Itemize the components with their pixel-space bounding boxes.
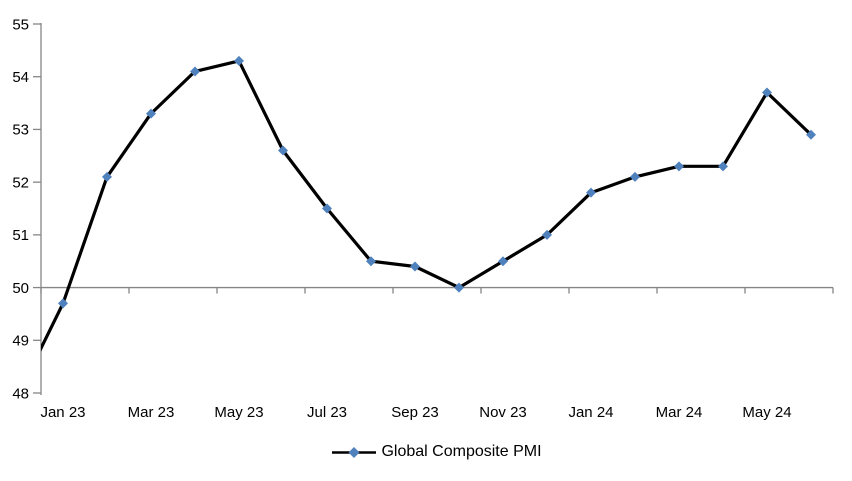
data-point-marker	[542, 229, 552, 240]
pmi-line	[41, 59, 813, 352]
data-point-marker	[454, 282, 464, 293]
series-global-composite-pmi	[41, 55, 816, 352]
data-point-marker	[190, 66, 200, 77]
y-tick-label: 54	[12, 69, 29, 86]
y-tick-label: 52	[12, 174, 29, 191]
legend-line-marker-sample	[332, 446, 377, 458]
y-tick-label: 48	[12, 385, 29, 402]
data-point-marker	[806, 129, 816, 140]
y-tick-label: 55	[12, 16, 29, 33]
data-point-marker	[498, 256, 508, 267]
data-point-marker	[234, 55, 244, 66]
x-tick-label: Nov 23	[479, 404, 527, 421]
data-point-marker	[58, 298, 68, 309]
y-tick-label: 49	[12, 333, 29, 350]
data-point-marker	[630, 171, 640, 182]
data-point-marker	[718, 161, 728, 172]
data-point-marker	[586, 187, 596, 198]
data-point-marker	[674, 161, 684, 172]
legend-diamond-icon	[348, 446, 360, 458]
chart-legend: Global Composite PMI	[41, 443, 833, 461]
data-point-marker	[146, 108, 156, 119]
x-tick-label: Jul 23	[307, 404, 347, 421]
legend-label: Global Composite PMI	[381, 443, 542, 460]
data-point-marker	[102, 171, 112, 182]
x-tick-label: May 23	[214, 404, 263, 421]
y-tick-label: 53	[12, 122, 29, 139]
data-point-marker	[322, 203, 332, 214]
x-tick-label: Mar 23	[128, 404, 175, 421]
x-tick-label: May 24	[742, 404, 791, 421]
data-point-marker	[762, 87, 772, 98]
data-point-marker	[366, 256, 376, 267]
y-tick-label: 50	[12, 280, 29, 297]
data-point-marker	[410, 261, 420, 272]
x-tick-label: Sep 23	[391, 404, 439, 421]
data-point-marker	[278, 145, 288, 156]
x-tick-label: Jan 23	[40, 404, 85, 421]
x-tick-label: Jan 24	[568, 404, 613, 421]
x-tick-label: Mar 24	[656, 404, 703, 421]
y-tick-label: 51	[12, 227, 29, 244]
